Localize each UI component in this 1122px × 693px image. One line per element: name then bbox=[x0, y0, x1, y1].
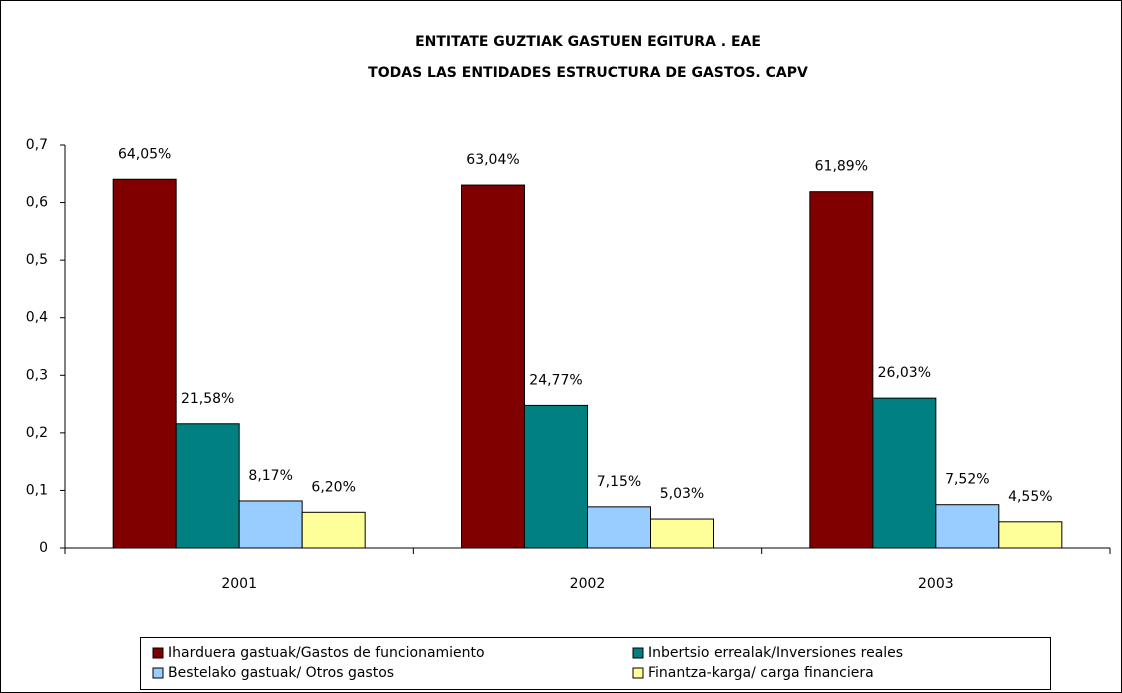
data-label: 8,17% bbox=[248, 468, 292, 484]
bar bbox=[587, 506, 651, 549]
legend-swatch bbox=[152, 647, 164, 659]
bar bbox=[809, 191, 874, 549]
x-tick-label: 2002 bbox=[570, 576, 606, 592]
data-label: 5,03% bbox=[660, 486, 704, 502]
data-label: 24,77% bbox=[529, 372, 582, 388]
x-tick-label: 2003 bbox=[918, 576, 954, 592]
y-tick-label: 0,1 bbox=[26, 482, 48, 498]
y-tick-label: 0,7 bbox=[26, 137, 48, 153]
data-label: 6,20% bbox=[311, 479, 355, 495]
bar bbox=[112, 178, 177, 549]
bar bbox=[301, 511, 366, 549]
bar bbox=[461, 184, 525, 549]
y-tick-label: 0,6 bbox=[26, 195, 48, 211]
legend-label: Bestelako gastuak/ Otros gastos bbox=[168, 665, 394, 681]
legend-label: Iharduera gastuak/Gastos de funcionamien… bbox=[168, 645, 485, 661]
data-label: 21,58% bbox=[181, 391, 234, 407]
data-label: 64,05% bbox=[118, 146, 171, 162]
data-label: 26,03% bbox=[878, 365, 931, 381]
bar bbox=[935, 504, 1000, 549]
legend-label: Finantza-karga/ carga financiera bbox=[648, 665, 874, 681]
bar bbox=[998, 521, 1063, 549]
data-label: 61,89% bbox=[815, 159, 868, 175]
legend-swatch bbox=[152, 667, 164, 679]
y-tick-label: 0,5 bbox=[26, 252, 48, 268]
y-tick-label: 0,4 bbox=[26, 310, 48, 326]
x-tick-label: 2001 bbox=[221, 576, 257, 592]
legend-swatch bbox=[632, 647, 644, 659]
bar bbox=[650, 518, 714, 549]
legend-swatch bbox=[632, 667, 644, 679]
legend-box bbox=[140, 637, 1051, 690]
legend-label: Inbertsio errealak/Inversiones reales bbox=[648, 645, 903, 661]
y-tick-label: 0,3 bbox=[26, 367, 48, 383]
bar bbox=[524, 404, 588, 549]
y-tick-label: 0 bbox=[39, 540, 48, 556]
chart-subtitle: TODAS LAS ENTIDADES ESTRUCTURA DE GASTOS… bbox=[368, 65, 808, 81]
chart-title: ENTITATE GUZTIAK GASTUEN EGITURA . EAE bbox=[415, 34, 761, 50]
data-label: 7,52% bbox=[945, 472, 989, 488]
bar bbox=[872, 397, 937, 549]
bar bbox=[238, 500, 303, 549]
data-label: 4,55% bbox=[1008, 489, 1052, 505]
y-tick-label: 0,2 bbox=[26, 425, 48, 441]
bar bbox=[175, 423, 240, 549]
data-label: 63,04% bbox=[466, 152, 519, 168]
data-label: 7,15% bbox=[597, 474, 641, 490]
